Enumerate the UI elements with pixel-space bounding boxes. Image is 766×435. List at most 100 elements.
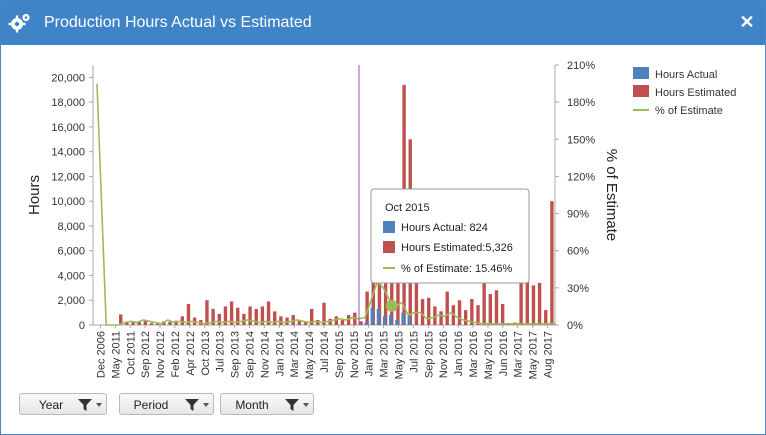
filter-year-label: Year [38,398,64,412]
y-tick-label: 10,000 [51,196,85,208]
bar-hours-estimated [242,313,246,325]
highlight-point [385,299,398,312]
bar-hours-estimated [494,290,499,325]
x-tick-label: Sep 2015 [334,331,346,378]
x-tick-label: May 2016 [483,331,495,379]
tooltip-swatch-actual [383,221,395,233]
x-tick-label: Nov 2014 [259,331,271,378]
bar-hours-estimated [340,320,345,325]
bar-hours-estimated [537,282,542,325]
bar-hours-estimated [396,256,400,325]
bar-hours-estimated [131,321,135,325]
y2-tick-label: 30% [567,283,589,295]
bar-hours-estimated [334,316,339,325]
y-tick-label: 2,000 [57,295,85,307]
x-tick-label: Feb 2012 [170,331,182,377]
x-tick-label: Jan 2015 [364,331,376,376]
bar-hours-estimated [476,305,480,325]
bar-hours-actual [407,315,411,325]
chevron-down-icon [203,403,209,407]
x-tick-label: May 2015 [394,331,406,379]
tooltip-percent: % of Estimate: 15.46% [401,263,512,275]
bar-hours-estimated [371,254,375,325]
chart-area: 0 2,000 4,000 6,000 8,000 10,000 12,000 14,000 1… [1,45,765,385]
chevron-down-icon [96,403,102,407]
filter-period-label: Period [133,398,169,412]
x-tick-label: Jan 2014 [274,331,286,376]
tooltip-header: Oct 2015 [385,202,430,214]
bar-hours-estimated [390,263,394,325]
x-tick-label: Dec 2006 [95,331,107,378]
y2-axis-title: % of Estimate [603,149,620,242]
bar-hours-estimated [119,314,123,325]
bar-hours-estimated [346,315,351,325]
y-axis-title: Hours [26,175,43,215]
legend: Hours Actual Hours Estimated % of Estima… [633,67,736,117]
bar-hours-estimated [463,310,468,325]
bar-hours-estimated [168,321,172,325]
filter-year-button[interactable]: Year [19,393,107,415]
y2-tick-label: 150% [567,134,595,146]
window-title: Production Hours Actual vs Estimated [44,14,312,31]
x-tick-label: Sep 2013 [230,331,242,378]
legend-label-actual: Hours Actual [655,69,717,81]
y-tick-label: 16,000 [51,122,85,134]
x-tick-label: Mar 2017 [513,331,525,377]
chevron-down-icon [303,403,309,407]
legend-label-estimated: Hours Estimated [655,87,736,99]
y-tick-label: 6,000 [57,246,85,258]
x-tick-label: Jan 2016 [453,331,465,376]
tooltip-estimated: Hours Estimated:5,326 [401,242,513,254]
x-tick-label: Jun 2016 [498,331,510,376]
y-tick-label: 14,000 [51,147,85,159]
bar-hours-estimated [525,270,529,325]
bar-hours-estimated [248,306,252,325]
bar-hours-estimated [125,322,129,325]
bar-hours-estimated [420,299,425,325]
bar-hours-actual [401,312,405,325]
x-tick-label: Jul 2014 [319,331,331,373]
funnel-icon [285,399,299,411]
bar-hours-estimated [500,303,505,325]
tooltip-box [370,188,530,284]
bar-hours-actual [370,307,374,325]
bar-hours-estimated [211,308,215,325]
bar-hours-estimated [383,269,388,325]
bar-hours-estimated [544,310,548,325]
legend-swatch-estimated [633,85,649,97]
y-tick-label: 18,000 [51,97,85,109]
bar-hours-estimated [143,320,148,325]
gears-icon [8,13,30,33]
x-tick-label: Jul 2015 [408,331,420,373]
bar-hours-estimated [359,321,363,325]
bar-hours-estimated [482,281,486,325]
bar-hours-estimated [377,259,382,325]
x-tick-label: May 2014 [304,331,316,379]
x-tick-label: May 2011 [110,331,122,379]
filter-period-button[interactable]: Period [119,393,214,415]
filter-month-button[interactable]: Month [220,393,314,415]
x-tick-label: Sep 2015 [423,331,435,378]
x-tick-label: Apr 2012 [185,331,197,376]
x-tick-label: Jul 2013 [215,331,227,373]
y-tick-label: 12,000 [51,171,85,183]
bar-hours-estimated [488,294,493,325]
legend-swatch-actual [633,67,649,79]
x-tick-label: Mar 2015 [379,331,391,377]
bar-hours-estimated [550,201,554,325]
bar-hours-estimated [531,285,536,325]
x-tick-label: Oct 2013 [200,331,212,376]
y-tick-label: 4,000 [57,270,85,282]
bar-hours-estimated [266,301,271,325]
y2-tick-label: 210% [567,60,595,72]
y2-tick-label: 180% [567,97,595,109]
x-tick-label: Nov 2016 [438,331,450,378]
x-tick-label: May 2017 [528,331,540,379]
x-tick-label: Nov 2012 [155,331,167,378]
bar-hours-estimated [519,281,523,325]
close-button[interactable]: ✕ [739,12,755,32]
y-tick-label: 20,000 [51,72,85,84]
bar-hours-estimated [445,291,449,325]
y2-tick-label: 60% [567,246,589,258]
